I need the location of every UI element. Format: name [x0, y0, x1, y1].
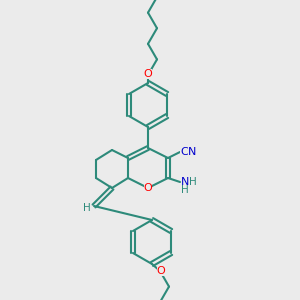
Text: O: O [144, 183, 152, 193]
Text: C: C [180, 147, 188, 157]
Text: H: H [83, 203, 91, 213]
Text: O: O [157, 266, 165, 276]
Text: H: H [189, 177, 197, 187]
Text: N: N [181, 177, 189, 187]
Text: H: H [181, 185, 189, 195]
Text: N: N [188, 147, 196, 157]
Text: O: O [144, 69, 152, 79]
